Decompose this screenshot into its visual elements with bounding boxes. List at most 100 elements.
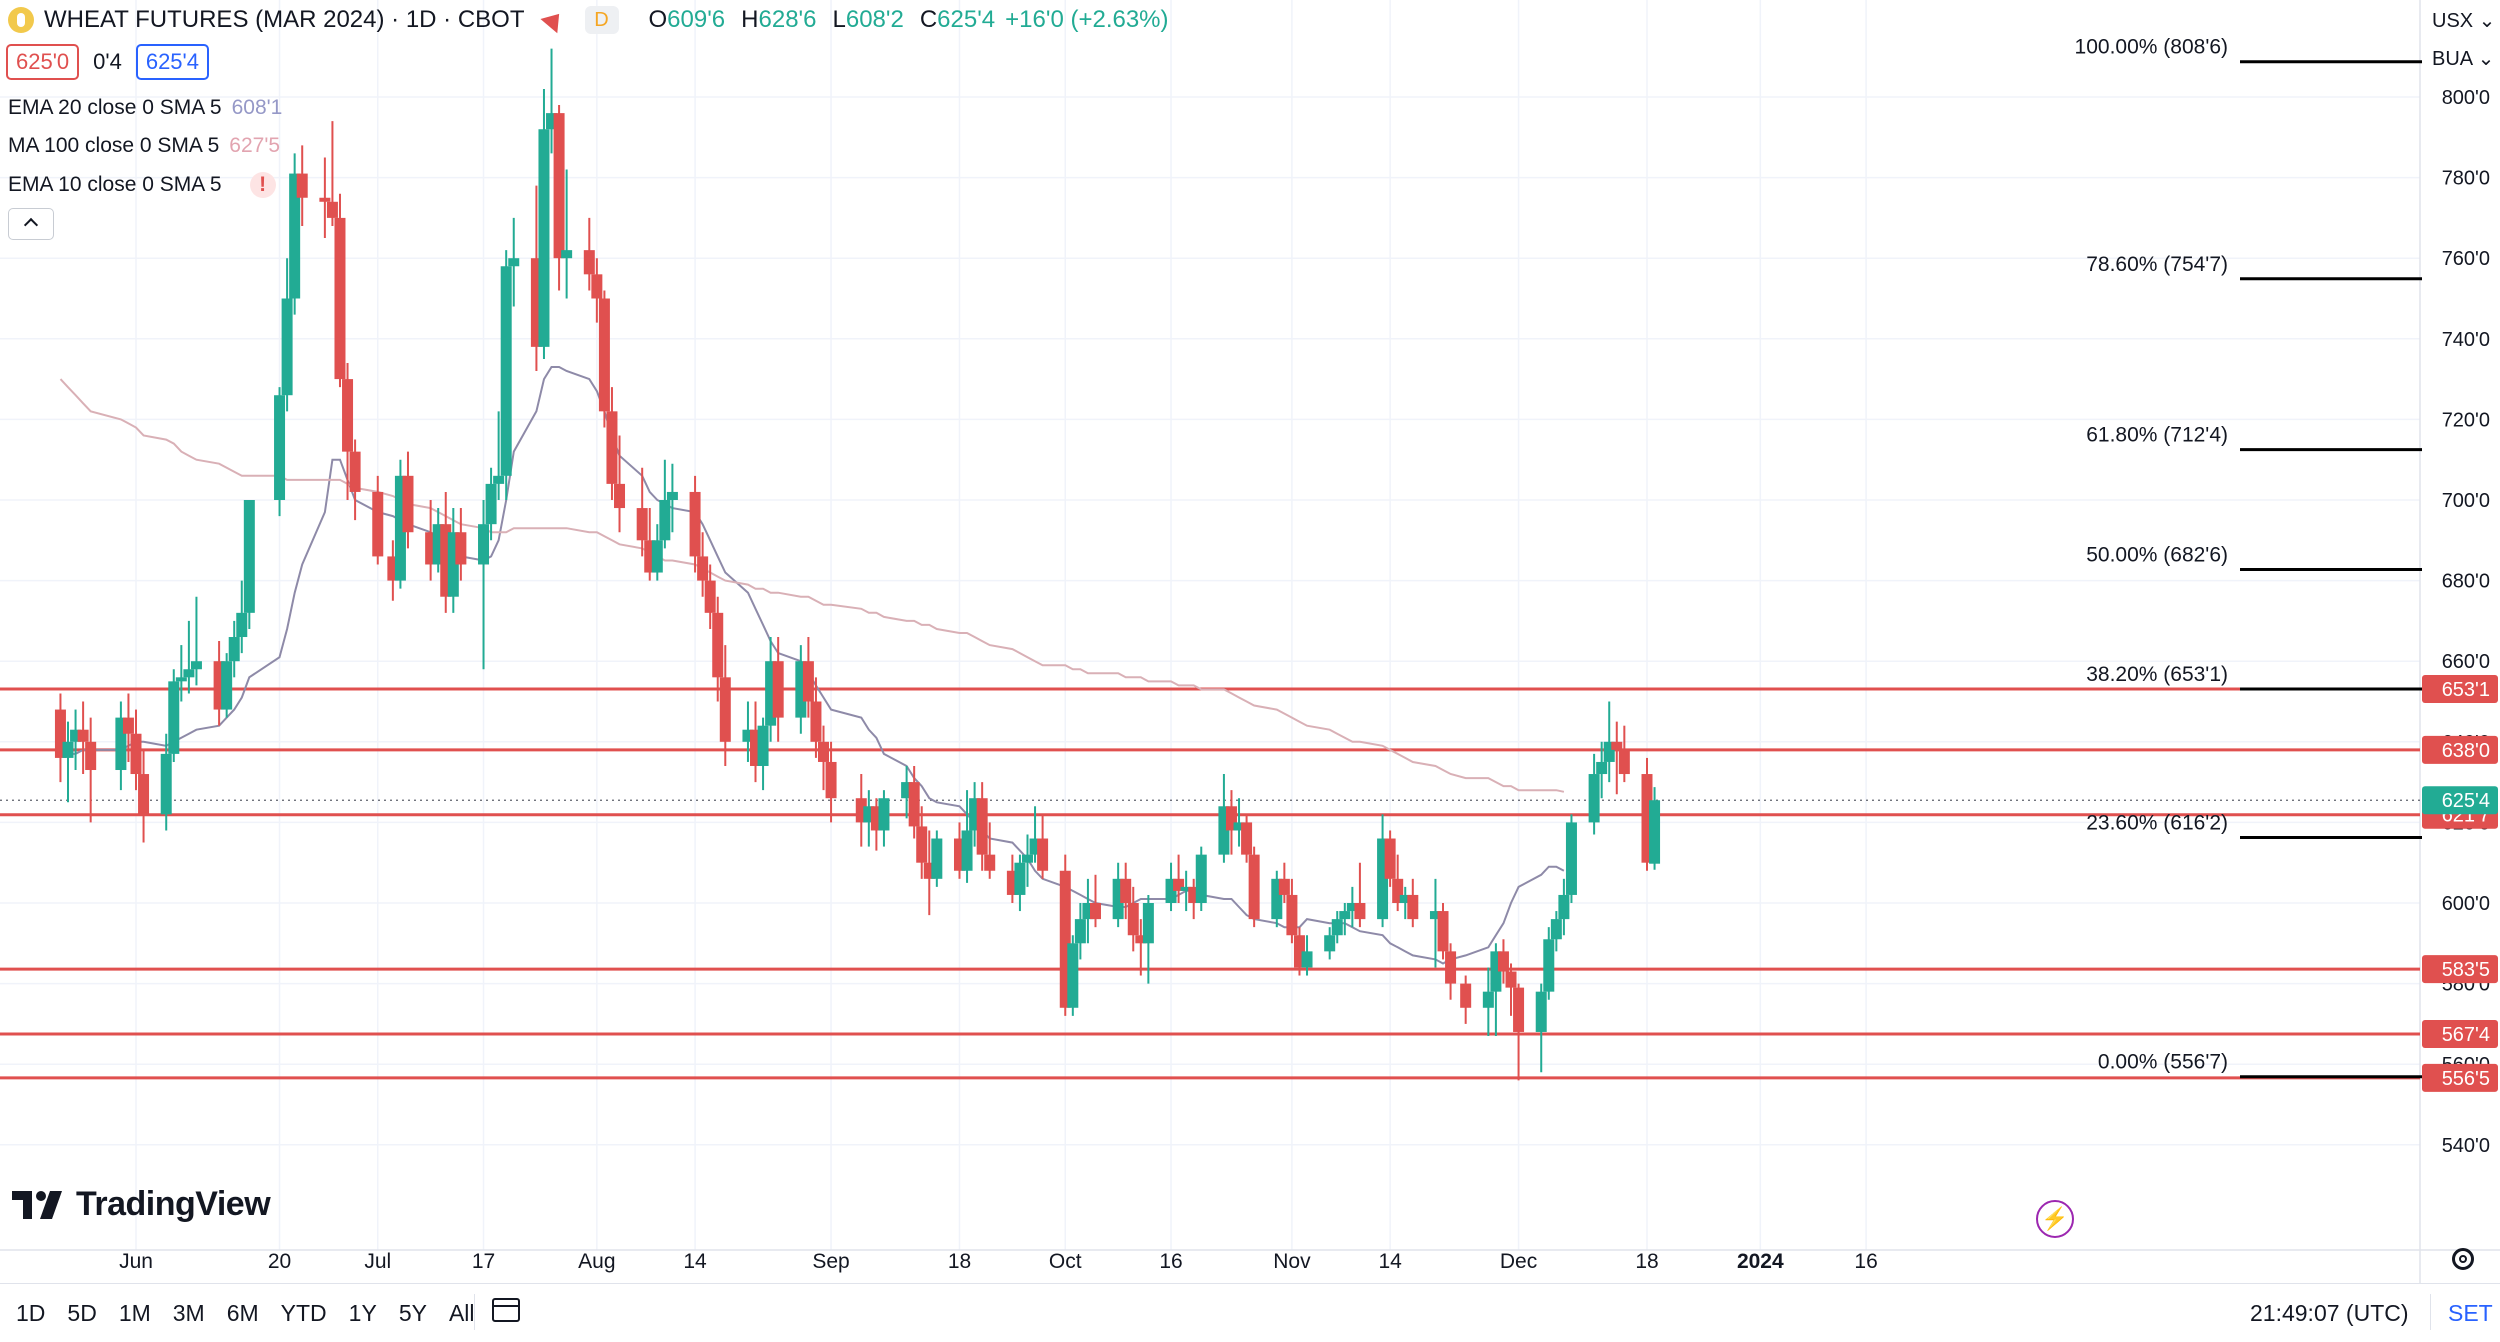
low-key: L	[832, 6, 846, 33]
fib-level-label: 23.60% (616'2)	[2086, 812, 2228, 835]
candle	[1399, 886, 1411, 920]
price-tick-label: 700'0	[2442, 490, 2490, 512]
candle	[1082, 878, 1094, 944]
candle	[855, 774, 867, 847]
indicator-ema20[interactable]: EMA 20 close 0 SMA 5 608'1	[8, 96, 282, 120]
range-1d[interactable]: 1D	[16, 1300, 46, 1326]
chart-grid	[0, 0, 2500, 1283]
candle-body	[704, 580, 716, 613]
candle	[1286, 878, 1298, 944]
candle	[583, 217, 595, 291]
candle	[1301, 935, 1313, 976]
candle	[1331, 911, 1343, 944]
delayed-badge[interactable]: D	[584, 6, 619, 34]
candle-body	[289, 173, 301, 299]
candle	[228, 620, 240, 678]
candle	[1225, 790, 1237, 855]
candle-body	[447, 532, 459, 597]
candle-body	[115, 717, 127, 771]
sell-price-button[interactable]: 625'0	[6, 44, 80, 80]
candle-body	[553, 113, 565, 259]
range-all[interactable]: All	[448, 1300, 475, 1326]
candle	[1135, 919, 1147, 976]
settings-link[interactable]: SET	[2448, 1300, 2493, 1326]
candle	[546, 48, 558, 154]
collapse-indicators-button[interactable]	[8, 208, 54, 240]
clock-readout[interactable]: 21:49:07 (UTC)	[2250, 1300, 2409, 1326]
symbol-title[interactable]: WHEAT FUTURES (MAR 2024) · 1D · CBOT	[44, 6, 525, 33]
candle-body	[1437, 911, 1449, 952]
candle-body	[508, 258, 520, 267]
calendar-goto-icon[interactable]	[492, 1298, 520, 1322]
price-chart[interactable]: 100.00% (808'6) 78.60% (754'7) 61.80% (712…	[0, 0, 2500, 1283]
candle-body	[243, 500, 255, 613]
tradingview-logo[interactable]: TradingView	[12, 1185, 271, 1224]
candle	[1218, 774, 1230, 863]
candle	[500, 250, 512, 500]
candle	[349, 439, 361, 521]
tradingview-logo-icon	[12, 1190, 62, 1219]
candle	[342, 362, 354, 500]
candle	[54, 693, 66, 783]
candle-body	[802, 661, 814, 702]
candle	[931, 830, 943, 887]
candle	[878, 790, 890, 847]
candle	[122, 693, 134, 762]
candle	[1188, 878, 1200, 920]
candle	[1513, 983, 1525, 1081]
candle	[636, 467, 648, 557]
price-tick-label: 680'0	[2442, 571, 2490, 593]
buy-price-button[interactable]: 625'4	[135, 44, 209, 80]
candle-body	[1029, 838, 1041, 855]
candle	[1603, 701, 1615, 783]
candle-body	[175, 677, 187, 682]
lightning-icon[interactable]: ⚡	[2036, 1200, 2074, 1238]
range-5y[interactable]: 5Y	[398, 1300, 427, 1326]
candle	[1127, 886, 1139, 952]
settings-gear-icon[interactable]	[2452, 1248, 2474, 1270]
candle-body	[342, 379, 354, 452]
candle-body	[976, 798, 988, 855]
candle	[508, 217, 520, 307]
unit-dropdown[interactable]: BUA ⌄	[2432, 48, 2495, 70]
candle-body	[1603, 741, 1615, 762]
indicator-label: EMA 20 close 0 SMA 5	[8, 96, 222, 119]
indicator-ma100[interactable]: MA 100 close 0 SMA 5 627'5	[8, 134, 280, 158]
horizontal-levels	[0, 687, 2420, 1080]
candle	[818, 725, 830, 791]
range-6m[interactable]: 6M	[226, 1300, 259, 1326]
range-5d[interactable]: 5D	[67, 1300, 97, 1326]
candle	[1611, 721, 1623, 795]
candle-body	[651, 540, 663, 573]
candle	[1293, 927, 1305, 976]
candle	[712, 596, 724, 702]
symbol-header: WHEAT FUTURES (MAR 2024) · 1D · CBOT D O…	[0, 0, 1179, 40]
indicator-ema10[interactable]: EMA 10 close 0 SMA 5!	[8, 172, 276, 198]
currency-dropdown[interactable]: USX ⌄	[2432, 10, 2496, 32]
range-1y[interactable]: 1Y	[348, 1300, 377, 1326]
range-ytd[interactable]: YTD	[280, 1300, 327, 1326]
level-price-badge-text: 556'5	[2442, 1068, 2490, 1090]
candle	[274, 387, 286, 517]
brand-name: TradingView	[76, 1185, 271, 1223]
range-1m[interactable]: 1M	[118, 1300, 151, 1326]
candle-body	[606, 411, 618, 484]
candle	[432, 508, 444, 573]
flag-icon[interactable]	[539, 6, 568, 34]
range-3m[interactable]: 3M	[172, 1300, 205, 1326]
candle-body	[221, 661, 233, 710]
candle-body	[765, 661, 777, 726]
open-key: O	[648, 6, 668, 33]
level-price-badge: 653'1	[2422, 675, 2498, 704]
candle-body	[1649, 800, 1661, 864]
candle	[916, 806, 928, 879]
candle	[493, 411, 505, 500]
candle-body	[810, 701, 822, 742]
warning-icon[interactable]: !	[249, 172, 276, 198]
candle-body	[614, 483, 626, 509]
candle-body	[440, 524, 452, 597]
candle-body	[1278, 878, 1290, 895]
candle-body	[1218, 806, 1230, 855]
candle	[984, 822, 996, 879]
candle-body	[795, 661, 807, 718]
